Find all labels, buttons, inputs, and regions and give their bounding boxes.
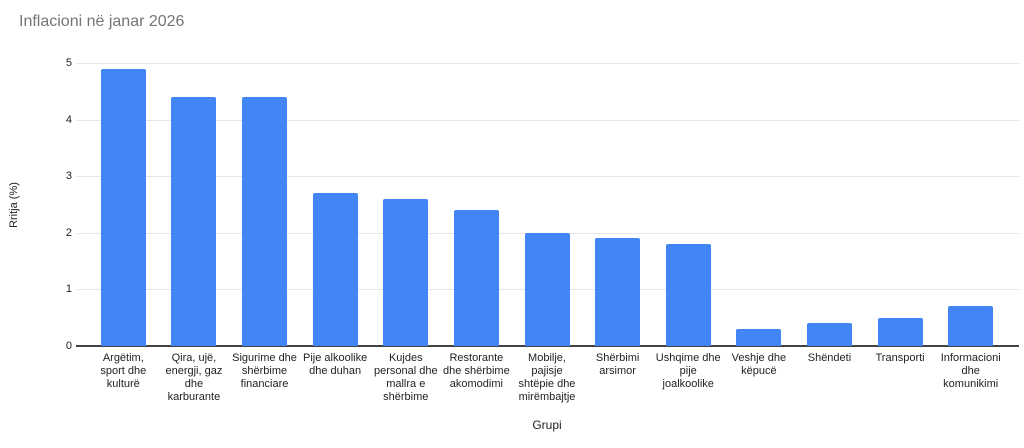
x-axis-baseline <box>76 345 1019 347</box>
x-category-label: Sigurime dhe shërbime financiare <box>232 352 297 390</box>
x-category-label: Qira, ujë, energji, gaz dhe karburante <box>165 352 223 403</box>
x-category-label: Informacioni dhe komunikimi <box>940 352 1001 390</box>
bar[interactable] <box>383 198 429 346</box>
gridline <box>76 119 1019 121</box>
bar[interactable] <box>948 306 994 346</box>
bar[interactable] <box>242 96 288 346</box>
gridline <box>76 63 1019 64</box>
bar[interactable] <box>595 238 641 346</box>
bar[interactable] <box>736 329 782 346</box>
bar[interactable] <box>877 317 923 346</box>
y-tick-label: 3 <box>65 170 72 183</box>
chart-title: Inflacioni në janar 2026 <box>19 13 185 30</box>
x-category-label: Shërbimi arsimor <box>595 352 640 377</box>
x-category-label: Veshje dhe këpucë <box>731 352 787 377</box>
y-tick-label: 5 <box>65 57 72 69</box>
bar[interactable] <box>806 323 852 346</box>
x-category-label: Kujdes personal dhe mallra e shërbime <box>373 352 438 403</box>
y-tick-label: 1 <box>65 283 72 296</box>
y-tick-label: 0 <box>65 340 72 352</box>
y-axis-title: Rritja (%) <box>8 182 20 228</box>
y-tick-label: 2 <box>65 226 72 239</box>
bar[interactable] <box>171 96 217 346</box>
bar[interactable] <box>453 210 499 346</box>
gridline <box>76 176 1019 178</box>
y-tick-label: 4 <box>65 113 72 126</box>
bar[interactable] <box>524 232 570 346</box>
x-category-label: Restorante dhe shërbime akomodimi <box>443 352 510 390</box>
bar[interactable] <box>665 244 711 346</box>
x-axis-title: Grupi <box>532 418 562 432</box>
x-category-label: Argëtim, sport dhe kulturë <box>100 352 147 390</box>
bar[interactable] <box>100 68 146 346</box>
x-category-label: Ushqime dhe pije joalkoolike <box>655 352 721 390</box>
x-category-label: Shëndeti <box>807 352 852 364</box>
x-category-label: Mobilje, pajisje shtëpie dhe mirëmbajtje <box>518 352 576 403</box>
x-category-label: Transporti <box>875 352 925 364</box>
x-category-label: Pije alkoolike dhe duhan <box>303 352 368 377</box>
bar[interactable] <box>312 193 358 346</box>
